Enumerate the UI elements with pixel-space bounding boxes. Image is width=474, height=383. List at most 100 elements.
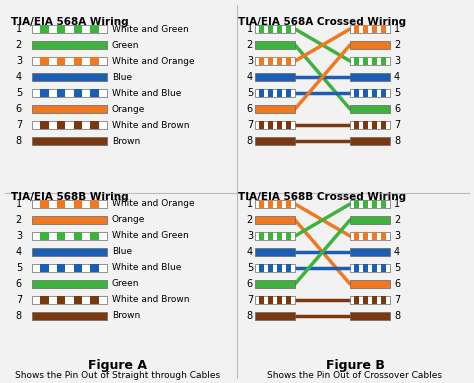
Bar — [40, 25, 49, 33]
Bar — [57, 121, 65, 129]
Text: 3: 3 — [247, 56, 253, 66]
Bar — [255, 280, 295, 288]
Bar — [255, 137, 295, 145]
Bar — [277, 264, 282, 272]
Text: 7: 7 — [247, 295, 253, 305]
Text: Blue: Blue — [112, 72, 132, 82]
Bar — [277, 200, 282, 208]
Bar — [277, 57, 282, 65]
Bar — [255, 296, 295, 304]
Bar — [57, 89, 65, 97]
Text: White and Brown: White and Brown — [112, 296, 190, 304]
Bar — [381, 200, 385, 208]
Text: Figure B: Figure B — [326, 358, 384, 372]
Bar — [259, 200, 264, 208]
Bar — [350, 264, 390, 272]
Bar — [255, 89, 295, 97]
Bar — [32, 25, 107, 33]
Text: 8: 8 — [16, 136, 22, 146]
Text: 7: 7 — [16, 120, 22, 130]
Text: 2: 2 — [16, 215, 22, 225]
Bar — [259, 232, 264, 240]
Bar — [381, 89, 385, 97]
Text: 5: 5 — [394, 88, 400, 98]
Text: White and Orange: White and Orange — [112, 200, 195, 208]
Text: 6: 6 — [16, 104, 22, 114]
Bar — [40, 232, 49, 240]
Bar — [350, 280, 390, 288]
Bar — [350, 105, 390, 113]
Bar — [364, 25, 368, 33]
Bar — [40, 296, 49, 304]
Bar — [268, 264, 273, 272]
Bar — [40, 121, 49, 129]
Bar — [381, 264, 385, 272]
Bar — [286, 57, 291, 65]
Bar — [277, 25, 282, 33]
Bar — [286, 264, 291, 272]
Bar — [255, 57, 295, 65]
Bar — [372, 296, 377, 304]
Text: 4: 4 — [247, 72, 253, 82]
Text: 1: 1 — [247, 199, 253, 209]
Text: 2: 2 — [247, 215, 253, 225]
Bar — [286, 200, 291, 208]
Text: 4: 4 — [394, 247, 400, 257]
Bar — [32, 121, 107, 129]
Bar — [364, 232, 368, 240]
Bar — [372, 232, 377, 240]
Text: White and Orange: White and Orange — [112, 57, 195, 65]
Bar — [268, 89, 273, 97]
Text: 1: 1 — [247, 24, 253, 34]
Bar — [364, 296, 368, 304]
Text: 3: 3 — [16, 56, 22, 66]
Text: 4: 4 — [394, 72, 400, 82]
Bar — [259, 121, 264, 129]
Text: 8: 8 — [247, 136, 253, 146]
Bar — [255, 200, 295, 208]
Text: Figure A: Figure A — [89, 358, 147, 372]
Bar — [73, 264, 82, 272]
Bar — [268, 57, 273, 65]
Bar — [73, 121, 82, 129]
Bar — [268, 121, 273, 129]
Text: White and Green: White and Green — [112, 25, 189, 33]
Bar — [364, 89, 368, 97]
Text: Shows the Pin Out of Crossover Cables: Shows the Pin Out of Crossover Cables — [267, 372, 443, 380]
Bar — [73, 89, 82, 97]
Text: 7: 7 — [394, 295, 400, 305]
Bar — [268, 296, 273, 304]
Bar — [91, 296, 99, 304]
Bar — [73, 232, 82, 240]
Bar — [350, 41, 390, 49]
Text: Green: Green — [112, 41, 139, 49]
Text: 6: 6 — [247, 104, 253, 114]
Text: 3: 3 — [247, 231, 253, 241]
Bar — [40, 57, 49, 65]
Bar — [255, 73, 295, 81]
Bar — [91, 264, 99, 272]
Text: 1: 1 — [394, 199, 400, 209]
Text: White and Brown: White and Brown — [112, 121, 190, 129]
Bar — [355, 89, 359, 97]
Bar — [91, 200, 99, 208]
Text: 5: 5 — [394, 263, 400, 273]
Bar — [355, 57, 359, 65]
Bar — [255, 25, 295, 33]
Bar — [32, 312, 107, 320]
Bar — [381, 232, 385, 240]
Bar — [73, 296, 82, 304]
Bar — [268, 25, 273, 33]
Bar — [268, 200, 273, 208]
Bar — [372, 121, 377, 129]
Text: 1: 1 — [16, 199, 22, 209]
Bar — [255, 248, 295, 256]
Bar — [364, 121, 368, 129]
Bar — [57, 25, 65, 33]
Bar — [40, 200, 49, 208]
Bar — [259, 25, 264, 33]
Text: White and Blue: White and Blue — [112, 88, 182, 98]
Bar — [350, 137, 390, 145]
Bar — [91, 25, 99, 33]
Text: 6: 6 — [247, 279, 253, 289]
